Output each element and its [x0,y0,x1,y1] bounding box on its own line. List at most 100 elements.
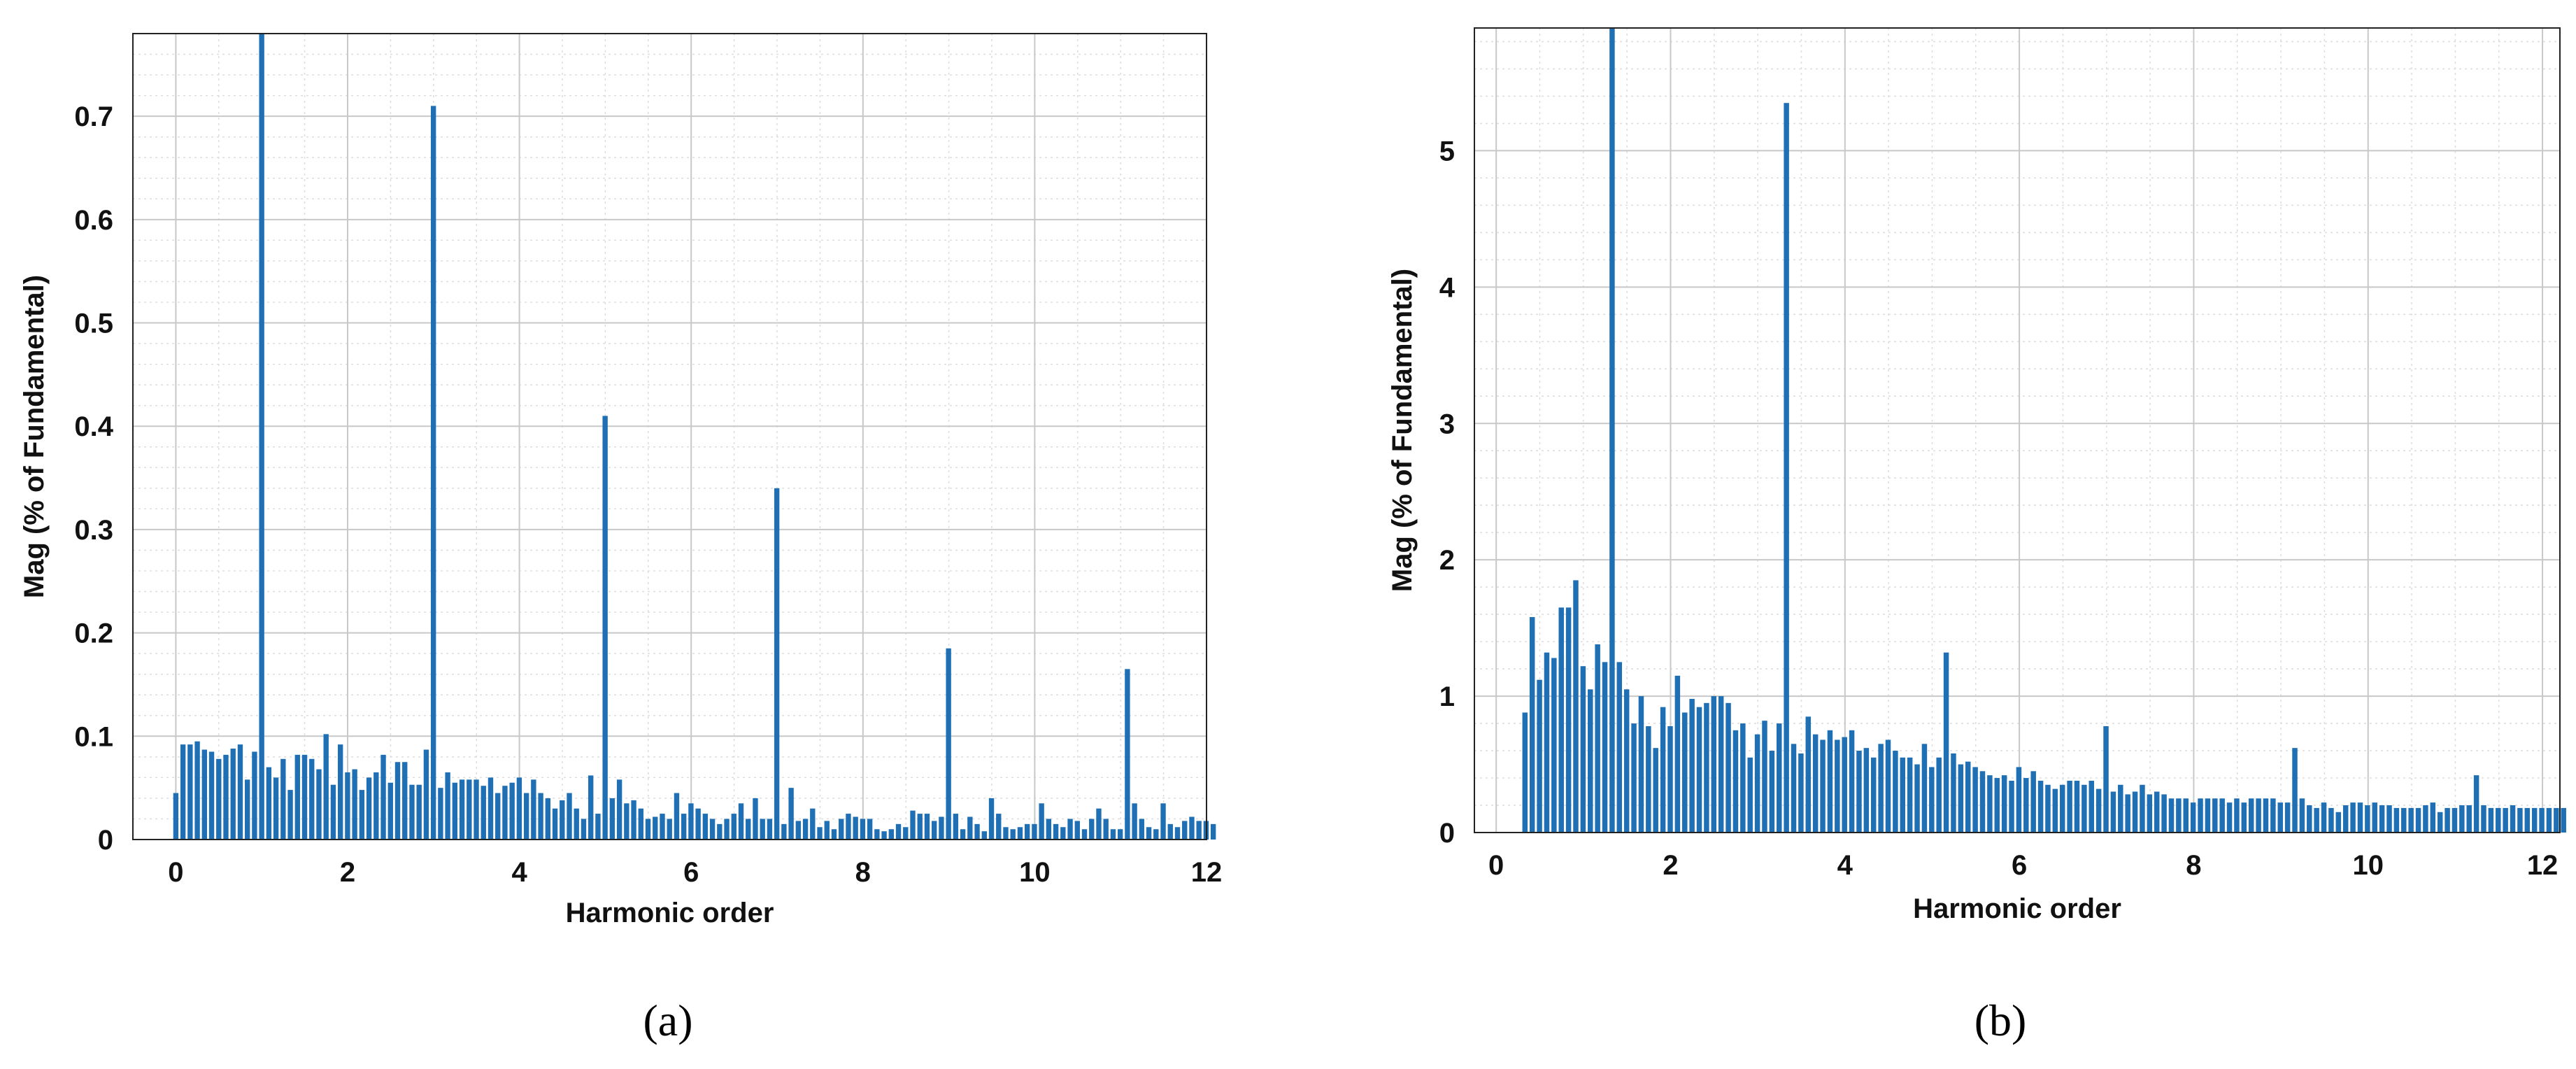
chart-b-bar [1769,751,1775,833]
chart-a-bar [216,758,222,840]
chart-a-bar [874,829,880,840]
chart-b-bar [1893,751,1898,833]
chart-a-x-tick-label: 0 [168,857,183,888]
chart-a-bar [624,803,629,840]
chart-a-bar [366,777,372,840]
chart-b-bar [2342,805,2349,833]
chart-a-bar [731,814,736,840]
chart-a-x-tick-label: 4 [511,857,527,888]
chart-a-bar [1103,819,1109,840]
chart-b-bar [1667,725,1673,833]
chart-a-bar [301,754,308,840]
chart-b-bar [1740,723,1746,833]
chart-b-bar [1972,767,1978,833]
chart-b-bar [2531,807,2538,833]
chart-b-x-axis-label: Harmonic order [1913,893,2121,924]
chart-b-bar [2452,807,2458,833]
chart-a-bar [409,784,415,840]
chart-b-bar [2459,805,2465,833]
chart-b-x-tick-label: 0 [1488,850,1504,881]
chart-b-bar [2503,807,2508,833]
chart-a-bar [881,831,887,840]
chart-a-bar [817,827,823,840]
chart-a-bar [173,793,179,840]
chart-b-bar [2212,798,2218,833]
chart-a-bars [173,34,1216,840]
chart-a-x-tick-label: 10 [1019,857,1051,888]
chart-a-bar [853,816,858,840]
chart-b-bar [1812,734,1819,833]
chart-b-bar [1522,712,1528,833]
chart-b-bar [1558,607,1564,833]
chart-b-bar [1653,748,1658,833]
chart-a-bar [1017,827,1023,840]
chart-a-bar [767,819,773,840]
chart-b-bar [1638,696,1644,833]
chart-a-bar [359,790,365,840]
chart-a-bar [996,814,1002,840]
chart-b-bar [2088,780,2094,833]
chart-b-bar [1732,730,1739,833]
chart-a-bar [402,762,408,840]
chart-b-bar [1725,702,1731,833]
chart-b-bar [1885,739,1891,833]
chart-a-bar [259,34,264,840]
chart-a-y-tick-label: 0.2 [74,618,113,649]
chart-b-bar [2110,791,2116,833]
chart-b-x-tick-label: 6 [2012,850,2027,881]
chart-a-bar [1003,827,1009,840]
chart-a-bar [294,754,300,840]
chart-b-bar [2263,798,2269,833]
chart-b-bar [1870,757,1877,833]
chart-b-x-tick-label: 12 [2527,850,2559,881]
chart-a-y-tick-label: 0.3 [74,515,113,546]
chart-b-bar [1529,617,1535,833]
chart-a-bar [416,784,422,840]
chart-a-y-tick-label: 0.7 [74,101,113,132]
chart-a-bar [316,769,322,840]
chart-b-bar [1674,675,1681,833]
chart-a-bar [552,808,558,840]
chart-b-bar [2437,812,2443,833]
chart-a-bar [1167,823,1173,840]
chart-b-x-tick-label: 4 [1837,850,1853,881]
chart-b-bar [1914,764,1920,833]
chart-b-bar [2147,794,2153,833]
chart-b-bar [1537,679,1542,833]
chart-b-bar [1921,744,1928,833]
chart-b-bar [2488,807,2494,833]
chart-a-bar [1125,669,1130,840]
chart-a-bar [616,779,622,840]
chart-b-bar [1798,753,1804,833]
chart-b-bar [1689,698,1695,833]
chart-b-bar [1747,757,1753,833]
chart-b-bar [2473,775,2479,833]
chart-b-bar [2328,807,2334,833]
chart-b-bar [1936,757,1942,833]
chart-a-bar [323,734,329,840]
chart-b-bar [1660,707,1666,833]
chart-a-bar [531,779,536,840]
chart-a-bar [337,744,343,840]
chart-b-bar [2190,802,2196,833]
chart-a-bar [932,821,937,840]
chart-b-bar [1907,757,1913,833]
chart-a-bar [208,751,215,840]
chart-a-bar [1046,819,1052,840]
chart-b-bar [1595,644,1600,833]
chart-a-x-tick-label: 2 [340,857,355,888]
chart-b-x-tick-label: 2 [1663,850,1678,881]
chart-a-bar [888,829,895,840]
chart-b-bar [1951,753,1956,833]
chart-a-bar [387,782,393,840]
chart-b-bar [2037,780,2044,833]
chart-a-bar [1039,803,1044,840]
chart-a-bar [681,814,687,840]
chart-a-bar [810,808,816,840]
chart-a-bar [467,779,472,840]
chart-a-y-tick-label: 0 [98,825,113,856]
chart-a-bar [910,810,916,840]
chart-b-bar [2118,784,2123,833]
chart-a-bar [423,749,429,840]
chart-a-bar [1067,819,1073,840]
